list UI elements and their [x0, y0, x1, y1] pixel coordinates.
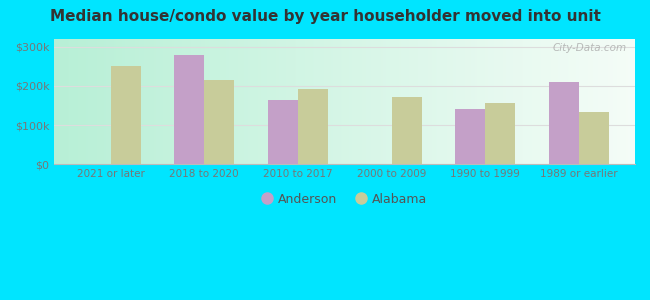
Bar: [298, 89, 328, 164]
Text: City-Data.com: City-Data.com: [552, 43, 627, 53]
Bar: [485, 103, 515, 164]
Bar: [391, 97, 421, 164]
Bar: [174, 55, 204, 164]
Bar: [111, 66, 140, 164]
Legend: Anderson, Alabama: Anderson, Alabama: [257, 188, 433, 211]
Bar: [455, 110, 485, 164]
Text: Median house/condo value by year householder moved into unit: Median house/condo value by year househo…: [49, 9, 601, 24]
Bar: [268, 100, 298, 164]
Bar: [204, 80, 234, 164]
Bar: [578, 112, 609, 164]
Bar: [549, 82, 578, 164]
